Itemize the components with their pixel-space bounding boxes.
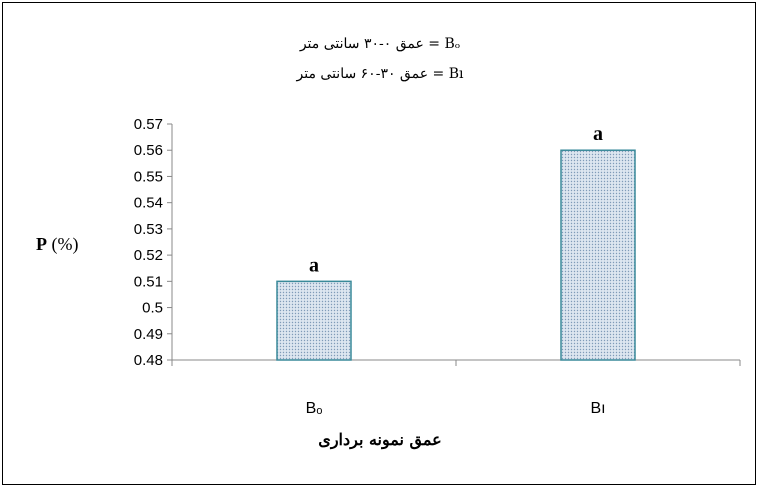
- y-tick-label: 0.51: [134, 273, 163, 290]
- data-label: a: [593, 123, 603, 145]
- y-axis-label: P (%): [36, 234, 78, 255]
- y-axis-symbol: P: [36, 234, 47, 254]
- y-tick-label: 0.56: [134, 142, 163, 159]
- x-axis-label: عمق نمونه برداری: [318, 430, 442, 449]
- bar-0: [276, 280, 352, 361]
- y-tick-label: 0.48: [134, 352, 163, 369]
- y-tick-label: 0.55: [134, 168, 163, 185]
- data-label: a: [309, 254, 319, 276]
- ticks: 0.57 0.56 0.55 0.54 0.53 0.52 0.51 0.5 0.49 0.48 B…: [134, 116, 741, 417]
- bars: aa: [276, 123, 636, 361]
- y-tick-label: 0.49: [134, 326, 163, 343]
- y-tick-label: 0.52: [134, 247, 163, 264]
- chart-frame: [2, 2, 756, 485]
- axes: [171, 124, 740, 361]
- legend-entry-b1: Bı = عمق ۳۰-۶۰ سانتی متر: [296, 66, 464, 82]
- bar-1: [560, 149, 636, 361]
- y-tick-label: 0.54: [134, 195, 163, 212]
- x-tick-label: Bı: [590, 400, 605, 417]
- y-tick-label: 0.53: [134, 221, 163, 238]
- y-tick-label: 0.5: [142, 300, 163, 317]
- legend-entry-b0: Bₒ = عمق ۰-۳۰ سانتی متر: [299, 36, 461, 52]
- y-axis-unit: (%): [51, 234, 79, 254]
- y-tick-label: 0.57: [134, 116, 163, 133]
- x-tick-label: Bₒ: [306, 400, 323, 417]
